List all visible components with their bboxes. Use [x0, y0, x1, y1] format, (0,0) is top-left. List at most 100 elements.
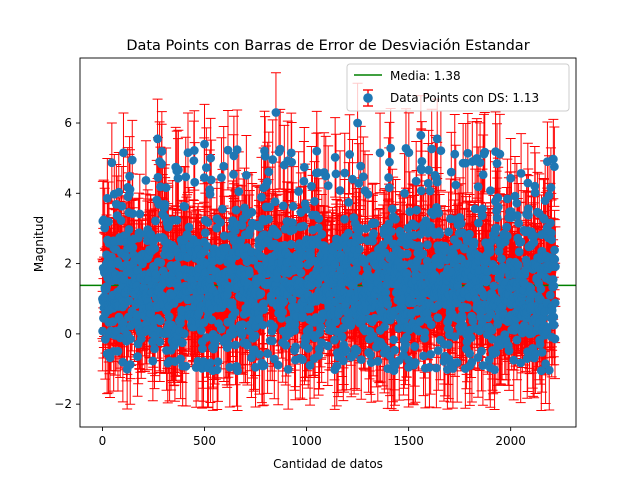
- data-point: [126, 334, 136, 344]
- data-point: [135, 209, 145, 219]
- data-point: [314, 223, 323, 233]
- data-point: [217, 173, 226, 182]
- data-point: [199, 173, 209, 183]
- data-point: [273, 229, 283, 239]
- data-point: [113, 346, 123, 356]
- data-point: [375, 148, 385, 158]
- data-point: [410, 342, 420, 351]
- data-point: [207, 315, 217, 325]
- data-point: [213, 333, 222, 343]
- data-point: [486, 186, 495, 196]
- data-point: [255, 222, 265, 232]
- data-point: [219, 161, 229, 171]
- data-point: [232, 145, 242, 155]
- data-point: [260, 151, 270, 161]
- data-point: [313, 168, 323, 177]
- data-point: [405, 207, 415, 217]
- data-point: [330, 259, 340, 269]
- data-point: [381, 344, 391, 354]
- data-point: [475, 326, 485, 336]
- data-point: [426, 320, 436, 330]
- data-point: [384, 173, 394, 182]
- data-point: [463, 303, 472, 312]
- legend-label-mean: Media: 1.38: [390, 69, 461, 83]
- data-point: [124, 296, 134, 306]
- data-point: [206, 153, 216, 163]
- data-point: [288, 218, 297, 228]
- data-point: [401, 340, 410, 350]
- data-point: [258, 320, 268, 330]
- data-point: [487, 325, 497, 335]
- data-point: [181, 361, 191, 371]
- data-point: [198, 344, 207, 353]
- data-point: [303, 344, 313, 353]
- data-point: [440, 246, 450, 255]
- data-point: [341, 345, 351, 355]
- data-point: [160, 200, 170, 209]
- data-point: [301, 204, 311, 214]
- data-point: [478, 204, 487, 214]
- data-point: [256, 289, 266, 299]
- data-point: [509, 355, 519, 365]
- data-point: [299, 162, 309, 172]
- data-point: [477, 211, 487, 221]
- data-point: [298, 311, 308, 321]
- data-point: [155, 316, 165, 326]
- data-point: [410, 358, 420, 367]
- data-point: [387, 204, 397, 214]
- data-point: [354, 274, 364, 284]
- data-point: [356, 355, 366, 365]
- data-point: [485, 247, 495, 257]
- data-point: [366, 350, 375, 360]
- data-point: [482, 274, 492, 284]
- data-point: [550, 254, 560, 264]
- data-point: [259, 360, 269, 370]
- data-point: [390, 345, 400, 355]
- data-point: [502, 231, 512, 241]
- data-point: [184, 222, 194, 232]
- data-point: [175, 270, 185, 280]
- data-point: [196, 326, 206, 335]
- data-point: [125, 171, 134, 181]
- data-point: [492, 213, 502, 223]
- data-point: [502, 222, 512, 232]
- data-point: [513, 260, 523, 270]
- x-tick-label-2: 1000: [291, 434, 322, 448]
- data-point: [544, 365, 554, 375]
- data-point: [229, 170, 238, 179]
- data-point: [402, 249, 412, 259]
- data-point: [427, 144, 437, 154]
- data-point: [545, 290, 555, 300]
- data-point: [164, 312, 174, 321]
- data-point: [141, 175, 151, 185]
- data-point: [216, 217, 225, 227]
- data-point: [238, 328, 247, 337]
- data-point: [286, 148, 296, 158]
- data-point: [344, 197, 354, 207]
- data-point: [529, 231, 539, 241]
- data-point: [125, 185, 135, 194]
- data-point: [205, 189, 215, 199]
- data-point: [511, 322, 520, 331]
- data-point: [527, 301, 537, 311]
- data-point: [384, 234, 393, 244]
- data-point: [331, 317, 341, 327]
- data-point: [542, 326, 552, 336]
- data-point: [385, 157, 394, 167]
- data-point: [148, 356, 158, 366]
- data-point: [474, 218, 483, 228]
- data-point: [384, 219, 394, 229]
- data-point: [228, 324, 238, 333]
- data-point: [465, 229, 474, 239]
- data-point: [206, 358, 215, 368]
- data-point: [550, 262, 560, 272]
- data-point: [546, 218, 555, 228]
- data-point: [483, 266, 493, 276]
- data-point: [275, 144, 285, 154]
- data-point: [180, 202, 190, 211]
- data-point: [330, 152, 340, 162]
- data-point: [419, 351, 428, 361]
- data-point: [547, 235, 556, 245]
- x-tick-label-3: 1500: [393, 434, 424, 448]
